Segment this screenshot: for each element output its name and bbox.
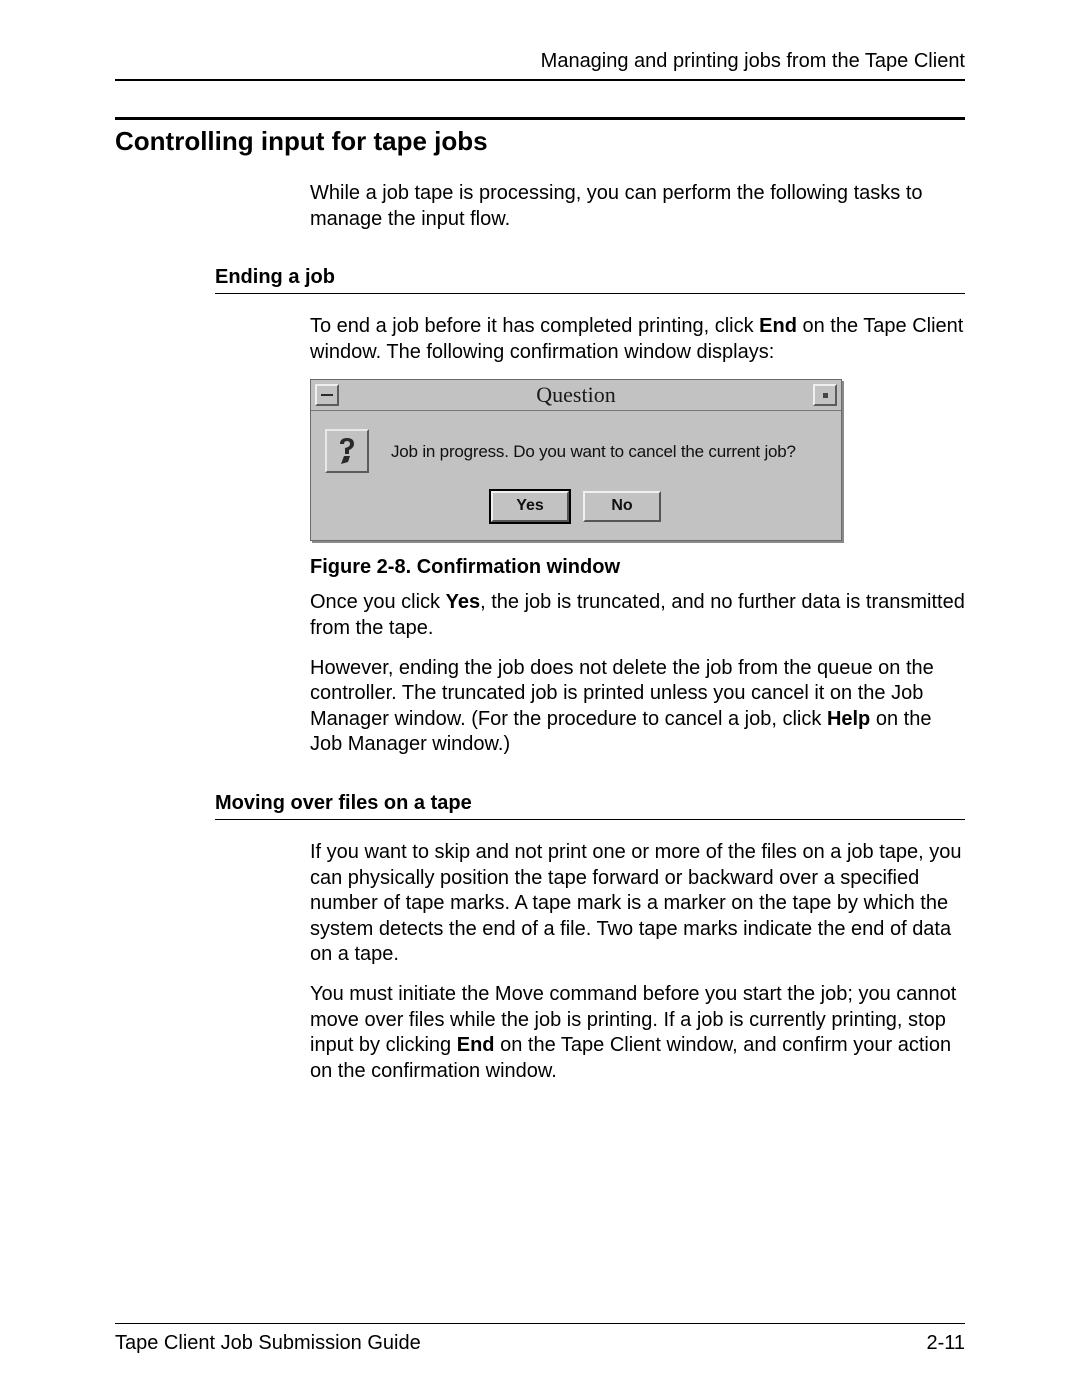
no-button[interactable]: No (583, 491, 661, 521)
intro-paragraph: While a job tape is processing, you can … (310, 181, 965, 232)
help-bold: Help (827, 708, 870, 730)
section-title: Controlling input for tape jobs (115, 117, 965, 157)
window-maximize-button[interactable] (813, 384, 837, 406)
ending-body: To end a job before it has completed pri… (310, 314, 965, 758)
figure-caption: Figure 2-8. Confirmation window (310, 555, 965, 581)
page: Managing and printing jobs from the Tape… (0, 0, 1080, 1397)
dialog-title: Question (343, 381, 809, 409)
dialog-body: Job in progress. Do you want to cancel t… (311, 411, 841, 539)
section-intro: While a job tape is processing, you can … (310, 181, 965, 232)
yes-bold: Yes (446, 591, 480, 613)
window-menu-button[interactable] (315, 384, 339, 406)
moving-para-2: You must initiate the Move command befor… (310, 982, 965, 1084)
dialog-button-row: Yes No (325, 491, 827, 521)
running-header: Managing and printing jobs from the Tape… (115, 50, 965, 81)
minimize-icon (321, 394, 333, 396)
dialog-titlebar: Question (311, 380, 841, 411)
footer-doc-title: Tape Client Job Submission Guide (115, 1332, 421, 1355)
ending-para-3: However, ending the job does not delete … (310, 656, 965, 758)
page-footer: Tape Client Job Submission Guide 2-11 (115, 1323, 965, 1355)
dialog-content-row: Job in progress. Do you want to cancel t… (325, 429, 827, 473)
ending-para-2: Once you click Yes, the job is truncated… (310, 590, 965, 641)
dialog-message: Job in progress. Do you want to cancel t… (391, 441, 796, 463)
subsection-moving-files: Moving over files on a tape (215, 792, 965, 820)
footer-page-number: 2-11 (926, 1332, 965, 1355)
yes-button[interactable]: Yes (491, 491, 569, 521)
moving-para-1: If you want to skip and not print one or… (310, 840, 965, 968)
question-icon (325, 429, 369, 473)
text: To end a job before it has completed pri… (310, 315, 759, 337)
end-bold: End (759, 315, 797, 337)
maximize-icon (823, 393, 828, 398)
subsection-ending-job: Ending a job (215, 266, 965, 294)
moving-body: If you want to skip and not print one or… (310, 840, 965, 1084)
confirmation-dialog: Question Job in progress. Do you want to… (310, 379, 842, 540)
text: Once you click (310, 591, 446, 613)
ending-para-1: To end a job before it has completed pri… (310, 314, 965, 365)
end-bold: End (457, 1034, 495, 1056)
